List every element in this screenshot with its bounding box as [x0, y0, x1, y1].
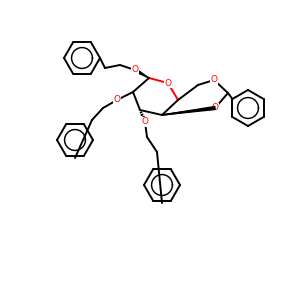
Text: O: O: [211, 76, 218, 85]
Text: O: O: [113, 95, 121, 104]
Text: O: O: [212, 103, 218, 112]
Text: O: O: [142, 118, 148, 127]
Polygon shape: [162, 106, 215, 115]
Text: O: O: [164, 79, 172, 88]
Polygon shape: [134, 69, 149, 78]
Text: O: O: [131, 65, 139, 74]
